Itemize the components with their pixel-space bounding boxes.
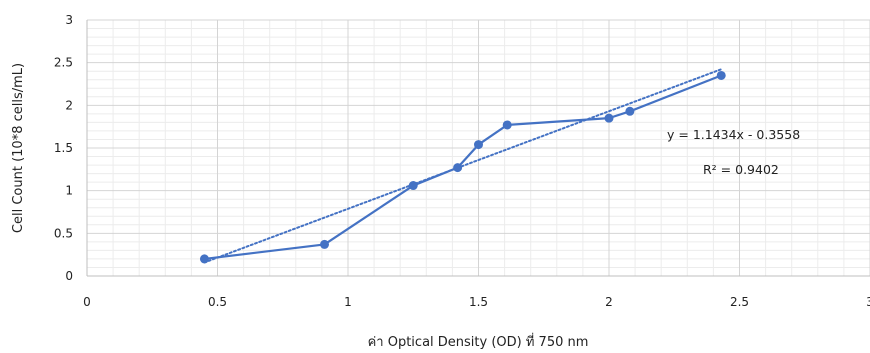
- y-tick-label: 1: [65, 184, 73, 198]
- data-point: [320, 239, 330, 249]
- data-point: [199, 254, 209, 264]
- y-axis-title: Cell Count (10*8 cells/mL): [11, 63, 26, 233]
- data-point: [474, 140, 483, 150]
- grid: [87, 19, 870, 276]
- trendline: [203, 68, 723, 264]
- y-tick-label: 0.5: [54, 226, 73, 240]
- tick-labels: 0 0.5 1 1.5 2 2.5 3 0 0.5 1 1.5 2 2.5 3: [54, 13, 870, 309]
- axes: [86, 20, 870, 277]
- x-axis-title: ค่า Optical Density (OD) ที่ 750 nm: [368, 333, 589, 350]
- data-point: [625, 106, 635, 116]
- series-group: [199, 70, 726, 264]
- y-tick-label: 0: [65, 269, 73, 283]
- x-tick-label: 3: [866, 295, 870, 309]
- data-point: [502, 120, 512, 130]
- trendline-equation: y = 1.1434x - 0.3558: [667, 127, 800, 142]
- y-tick-label: 2: [65, 98, 73, 112]
- data-point: [604, 113, 614, 123]
- x-tick-label: 2: [605, 295, 613, 309]
- data-point: [408, 181, 418, 191]
- y-tick-label: 1.5: [54, 141, 73, 155]
- data-point: [716, 70, 726, 80]
- y-tick-label: 2.5: [54, 56, 73, 70]
- data-point: [453, 163, 463, 173]
- x-tick-label: 1.5: [469, 295, 488, 309]
- trendline-group: [203, 68, 723, 264]
- x-tick-label: 1: [344, 295, 352, 309]
- x-tick-label: 0: [83, 295, 91, 309]
- trendline-r2: R² = 0.9402: [703, 162, 779, 177]
- y-tick-label: 3: [65, 13, 73, 27]
- x-tick-label: 2.5: [730, 295, 749, 309]
- x-tick-label: 0.5: [208, 295, 227, 309]
